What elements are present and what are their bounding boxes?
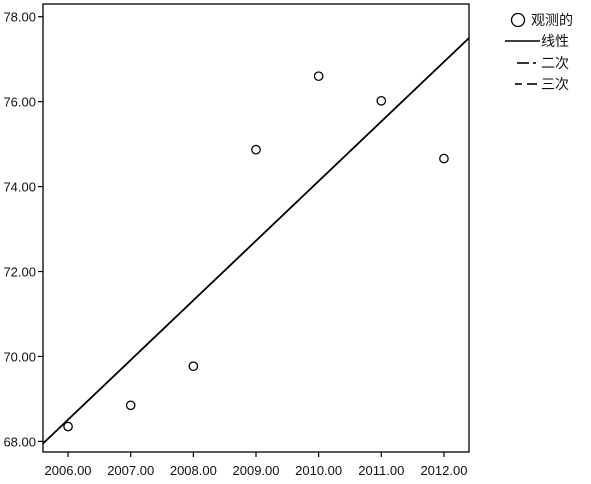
y-axis: 68.00 70.00 72.00 74.00 76.00 78.00 xyxy=(3,10,43,449)
observed-points xyxy=(63,71,449,432)
legend-label-cubic: 三次 xyxy=(541,77,569,93)
x-tick-label: 2012.00 xyxy=(420,463,467,478)
linear-fit-line xyxy=(42,37,470,445)
x-tick-label: 2011.00 xyxy=(358,463,404,478)
x-tick-label: 2007.00 xyxy=(107,463,154,478)
legend: 观测的 线性 二次 三次 xyxy=(505,12,573,93)
observed-point xyxy=(376,95,387,106)
y-tick-label: 76.00 xyxy=(3,95,36,110)
y-tick-label: 68.00 xyxy=(3,434,36,449)
x-tick-label: 2006.00 xyxy=(45,463,92,478)
y-tick-label: 70.00 xyxy=(3,349,36,364)
x-axis: 2006.00 2007.00 2008.00 2009.00 2010.00 2011.… xyxy=(45,452,467,478)
observed-point xyxy=(125,400,136,411)
y-tick-label: 74.00 xyxy=(3,180,36,195)
plot-frame xyxy=(42,3,470,453)
observed-point xyxy=(439,153,449,164)
legend-label-quadratic: 二次 xyxy=(541,56,569,72)
legend-observed-marker xyxy=(510,12,526,28)
y-tick-label: 78.00 xyxy=(3,10,36,25)
observed-point xyxy=(251,144,261,155)
legend-label-linear: 线性 xyxy=(541,34,569,50)
observed-point xyxy=(313,71,324,82)
observed-point xyxy=(63,421,73,432)
x-tick-label: 2010.00 xyxy=(295,463,342,478)
observed-point xyxy=(188,361,199,372)
fit-lines xyxy=(42,37,470,445)
y-tick-label: 72.00 xyxy=(3,265,36,280)
x-tick-label: 2008.00 xyxy=(170,463,217,478)
legend-label-observed: 观测的 xyxy=(531,13,573,29)
x-tick-label: 2009.00 xyxy=(233,463,280,478)
